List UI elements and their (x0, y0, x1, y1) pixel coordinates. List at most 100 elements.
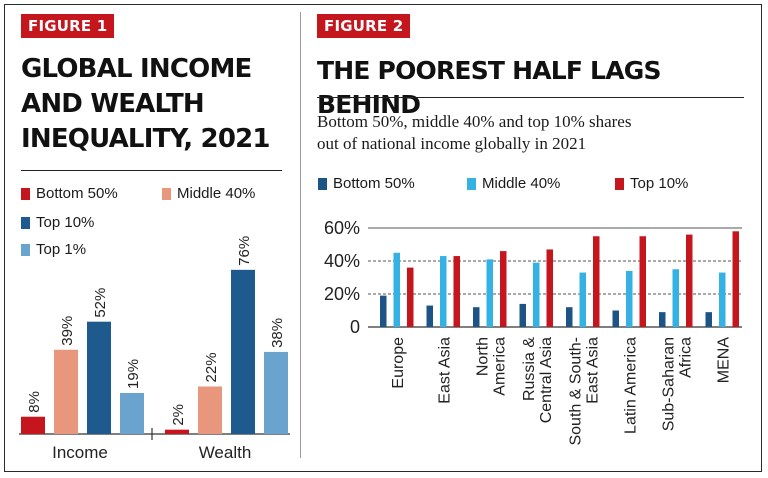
legend-swatch (467, 177, 476, 190)
figure1-chart: 8% 39% 52% 19% Income 2% 22% 76% 38% Wealth (19, 236, 290, 462)
category-label-region-3: Russia & Central Asia (521, 337, 555, 424)
y-tick-label: 0 (350, 317, 360, 337)
legend-label: Bottom 50% (333, 175, 415, 192)
category-label-line: MENA (715, 337, 732, 384)
bar-region-2-series-1 (486, 259, 493, 327)
bar-income-1 (54, 349, 78, 434)
figure1-title-rule (21, 170, 282, 171)
bar-value-label: 22% (203, 352, 220, 382)
figure2-subtitle-line-1: Bottom 50%, middle 40% and top 10% share… (317, 112, 632, 131)
bar-wealth-3 (264, 351, 288, 434)
category-label-line: East Asia (436, 337, 453, 404)
bar-region-6-series-1 (672, 269, 679, 327)
legend2-item-middle40: Middle 40% (467, 175, 560, 192)
bar-region-3-series-1 (533, 262, 540, 327)
bar-region-4-series-1 (579, 272, 586, 327)
bar-region-7-series-0 (705, 312, 712, 327)
bar-region-4-series-0 (566, 307, 573, 327)
legend-label: Middle 40% (482, 175, 561, 192)
bar-region-6-series-2 (686, 234, 693, 327)
bar-value-label: 19% (125, 359, 142, 389)
figure1-title-line-2: AND WEALTH (21, 89, 205, 119)
figure2-title-rule (317, 97, 744, 98)
legend-swatch (318, 177, 327, 190)
figure1-badge: FIGURE 1 (21, 14, 115, 38)
bar-region-6-series-0 (659, 312, 666, 327)
bar-region-0-series-2 (407, 267, 414, 327)
category-label-region-1: East Asia (436, 337, 453, 404)
legend-label: Bottom 50% (36, 185, 118, 202)
bar-region-3-series-2 (546, 249, 553, 327)
bar-wealth-0 (165, 429, 189, 434)
bar-value-label: 2% (170, 404, 187, 426)
bar-region-7-series-2 (732, 231, 739, 327)
bar-value-label: 38% (269, 318, 286, 348)
legend-item-middle40: Middle 40% (162, 185, 255, 202)
legend-swatch (615, 177, 624, 190)
figure2-subtitle: Bottom 50%, middle 40% and top 10% share… (317, 111, 631, 155)
category-label-income: Income (52, 443, 108, 462)
figure1-title-line-1: GLOBAL INCOME (21, 54, 252, 84)
bar-income-0 (21, 416, 45, 434)
category-label-line: America (491, 337, 508, 396)
figure2-subtitle-line-2: out of national income globally in 2021 (317, 134, 587, 153)
category-label-line: Russia & (521, 337, 538, 401)
bar-region-2-series-2 (500, 251, 507, 327)
bar-region-0-series-0 (380, 295, 387, 327)
category-label-line: Central Asia (538, 337, 555, 423)
legend-label: Top 10% (36, 214, 95, 231)
bar-region-1-series-1 (440, 256, 447, 327)
legend-swatch (21, 216, 30, 229)
figure2-title: THE POOREST HALF LAGS BEHIND (317, 56, 661, 119)
figure1-title: GLOBAL INCOME AND WEALTH INEQUALITY, 202… (21, 52, 271, 157)
bar-region-4-series-2 (593, 236, 600, 327)
bar-region-1-series-2 (453, 256, 460, 327)
legend-label: Top 1% (36, 241, 87, 258)
figure-divider (300, 12, 301, 458)
bar-region-1-series-0 (426, 305, 433, 327)
category-label-line: Sub-Saharan (660, 337, 677, 431)
category-label-wealth: Wealth (199, 443, 252, 462)
category-label-line: Latin America (622, 337, 639, 434)
bar-value-label: 76% (236, 236, 253, 266)
legend-swatch (162, 187, 171, 200)
legend-item-top1: Top 1% (21, 241, 86, 258)
category-label-region-5: Latin America (622, 337, 639, 434)
category-label-line: Europe (390, 337, 407, 389)
bar-region-7-series-1 (719, 272, 726, 327)
y-tick-label: 20% (324, 284, 360, 304)
category-label-region-0: Europe (390, 337, 407, 389)
bar-region-2-series-0 (473, 307, 480, 327)
bar-value-label: 39% (59, 316, 76, 346)
bar-value-label: 52% (92, 288, 109, 318)
legend-label: Top 10% (630, 175, 689, 192)
legend2-item-top10: Top 10% (615, 175, 688, 192)
bar-value-label: 8% (26, 391, 43, 413)
bar-income-2 (87, 321, 111, 434)
bar-region-5-series-2 (639, 236, 646, 327)
legend-label: Middle 40% (177, 185, 256, 202)
category-label-region-7: MENA (715, 337, 732, 384)
bar-region-0-series-1 (393, 252, 400, 327)
figure1-title-line-3: INEQUALITY, 2021 (21, 124, 271, 154)
figure-frame (4, 4, 762, 472)
category-label-region-6: Sub-Saharan Africa (660, 337, 694, 431)
bar-region-5-series-0 (612, 310, 619, 327)
y-tick-label: 40% (324, 251, 360, 271)
legend-swatch (21, 243, 30, 256)
category-label-line: North (474, 337, 491, 376)
legend-swatch (21, 187, 30, 200)
figure2-badge: FIGURE 2 (317, 14, 411, 38)
bar-region-5-series-1 (626, 270, 633, 327)
legend-item-bottom50: Bottom 50% (21, 185, 118, 202)
bar-region-3-series-0 (519, 303, 526, 327)
bar-wealth-1 (198, 386, 222, 434)
legend-item-top10: Top 10% (21, 214, 94, 231)
category-label-line: Africa (677, 337, 694, 378)
category-label-line: East Asia (584, 337, 601, 404)
category-label-line: South & South- (567, 337, 584, 446)
figure2-chart: 0 20% 40% 60% Europe East Asia North America Rus… (324, 218, 742, 446)
category-label-region-4: South & South- East Asia (567, 337, 601, 446)
category-label-region-2: North America (474, 337, 508, 396)
bar-income-3 (120, 392, 144, 434)
